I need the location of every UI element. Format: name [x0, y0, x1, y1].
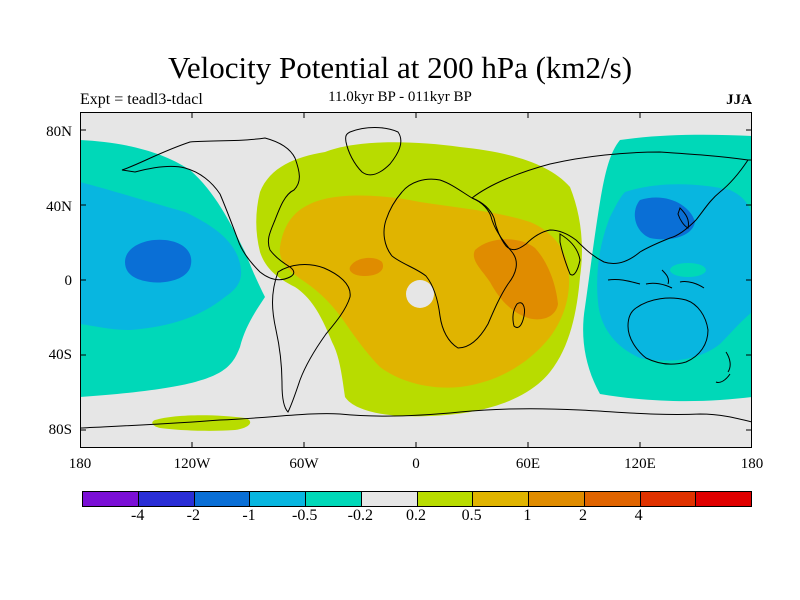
lat-label-40s: 40S [48, 347, 72, 363]
lon-label-120w: 120W [173, 456, 211, 472]
lon-label-0: 0 [412, 456, 420, 472]
coastline-japan [677, 207, 689, 229]
coastline-asia [471, 151, 752, 265]
lon-label-60e: 60E [515, 456, 541, 472]
colorbar-label: -4 [130, 507, 145, 524]
colorbar-swatch [640, 492, 697, 506]
lon-label-120e: 120E [624, 456, 656, 472]
colorbar-label: 1 [523, 507, 532, 524]
lat-label-80s: 80S [48, 422, 72, 438]
colorbar-label: -2 [186, 507, 200, 524]
pacific-blue-core [125, 239, 192, 283]
colorbar-swatch [194, 492, 251, 506]
coastline-south-america [272, 264, 351, 413]
colorbar-swatch [83, 492, 139, 506]
colorbar-swatch [250, 492, 306, 506]
lon-label-180w: 180 [68, 456, 92, 472]
colorbar-swatch [417, 492, 474, 506]
indopacific-teal-patch [670, 263, 706, 277]
lon-label-180e: 180 [740, 456, 764, 472]
coastline-north-america [121, 137, 300, 281]
colorbar-swatch [306, 492, 362, 506]
colorbar-label: 2 [579, 507, 587, 524]
east-africa-orange-core [473, 239, 558, 320]
map-title: Velocity Potential at 200 hPa (km2/s) [167, 50, 633, 85]
colorbar-swatch [138, 492, 195, 506]
colorbar [82, 491, 752, 507]
coastline-australia [627, 297, 709, 365]
coastline-indonesia [607, 269, 705, 289]
colorbar-swatch [361, 492, 418, 506]
map-subtitle: 11.0kyr BP - 011kyr BP [328, 89, 472, 105]
map-panel [80, 112, 752, 448]
colorbar-label: -1 [242, 507, 256, 524]
colorbar-label: 0.2 [406, 507, 426, 524]
colorbar-swatch [529, 492, 585, 506]
coastlines [80, 127, 752, 429]
coastline-madagascar [512, 302, 525, 329]
experiment-label: Expt = teadl3-tdacl [80, 91, 203, 108]
lat-label-40n: 40N [46, 199, 72, 215]
colorbar-label: 4 [634, 507, 643, 524]
lon-label-60w: 60W [289, 456, 319, 472]
colorbar-label: -0.5 [291, 507, 318, 524]
south-atlantic-neutral-hole [406, 280, 434, 308]
lat-label-80n: 80N [46, 124, 72, 140]
colorbar-swatch [473, 492, 529, 506]
southern-lime-patch [152, 415, 251, 431]
coastline-greenland [345, 127, 402, 176]
coastline-new-zealand [715, 351, 731, 383]
colorbar-label: -0.2 [347, 507, 373, 524]
coastline-antarctica [80, 408, 752, 429]
colorbar-swatch [584, 492, 641, 506]
velocity-potential-map [80, 112, 752, 448]
map-ticks [80, 112, 752, 448]
season-label: JJA [726, 92, 752, 108]
lat-label-0: 0 [64, 273, 73, 289]
coastline-india [559, 233, 581, 276]
colorbar-swatch [696, 492, 751, 506]
colorbar-label: 0.5 [461, 507, 482, 524]
atlantic-orange-core [349, 257, 384, 276]
